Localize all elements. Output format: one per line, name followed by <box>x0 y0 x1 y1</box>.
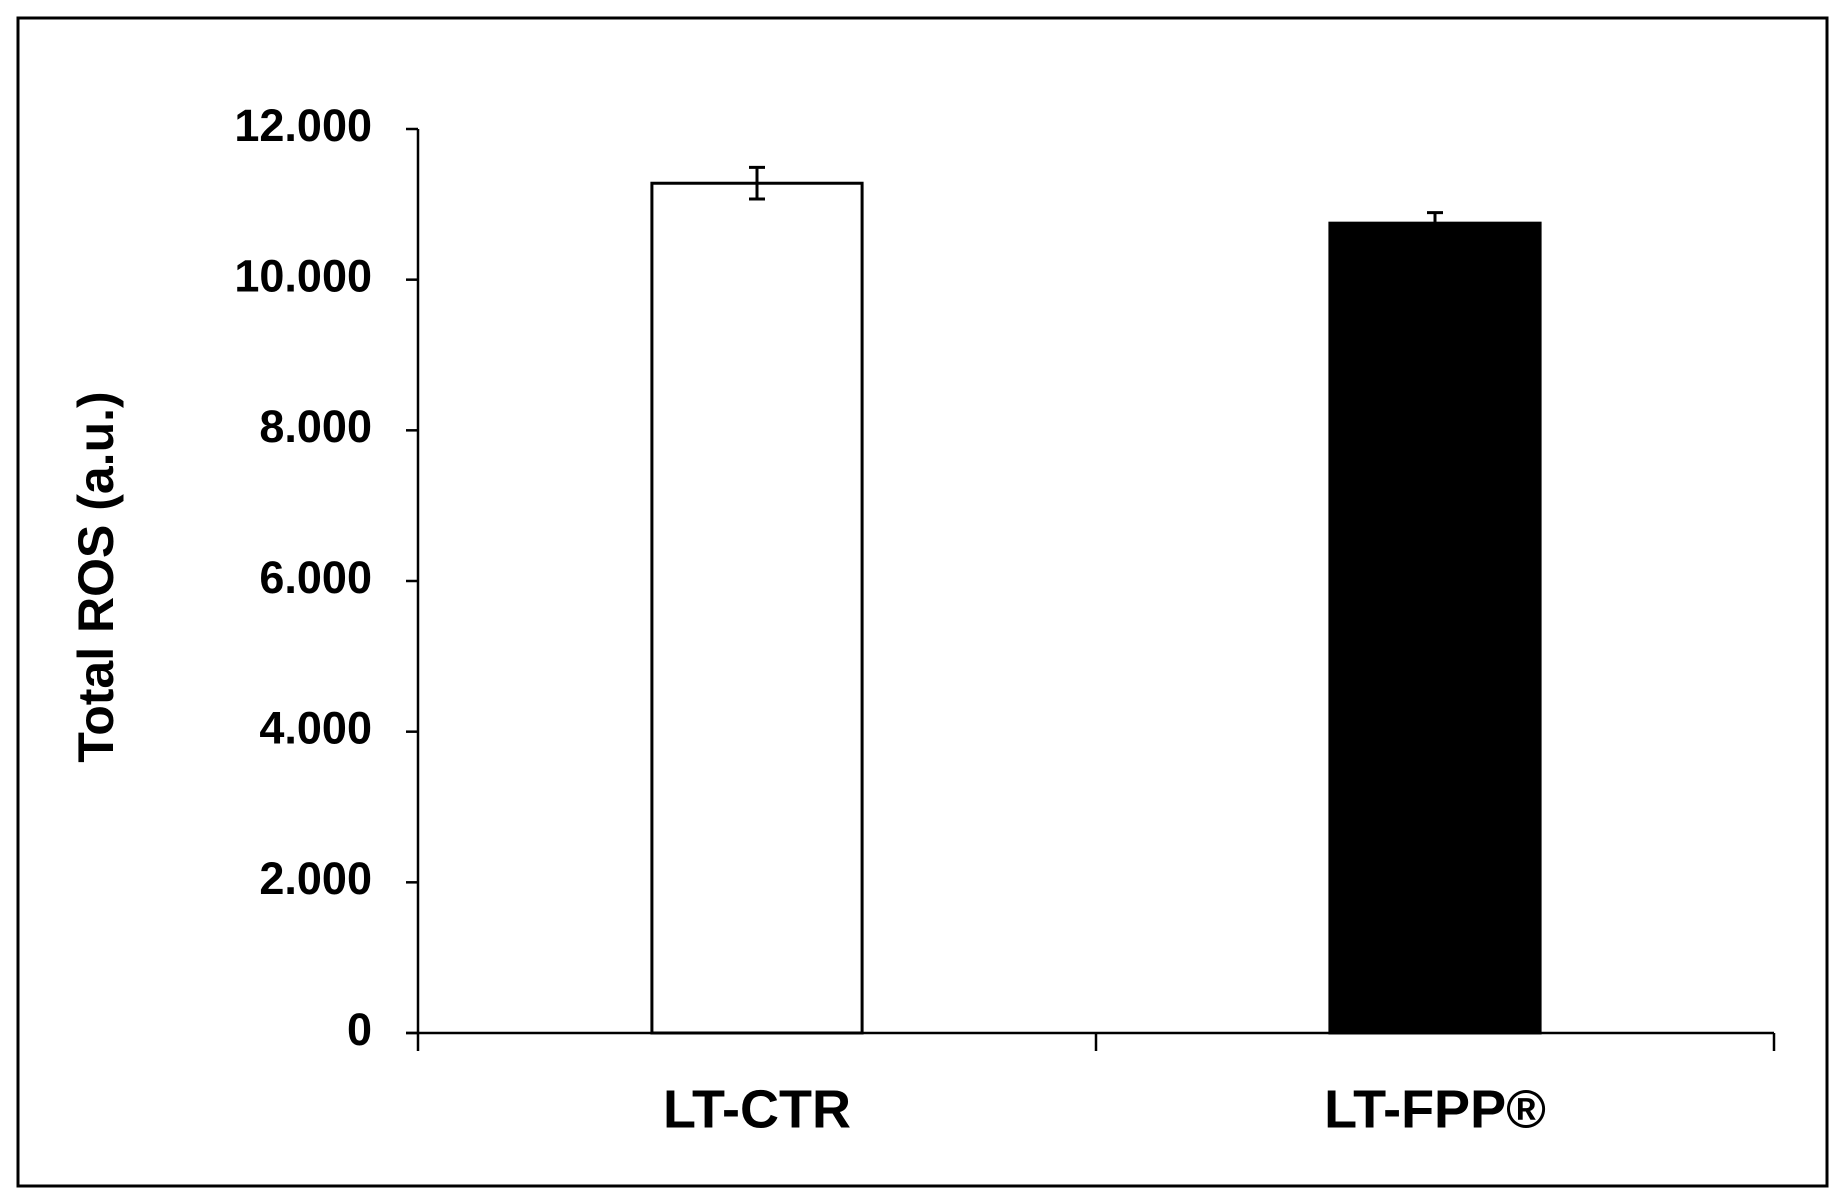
y-tick-label: 0 <box>347 1004 372 1055</box>
y-tick-label: 10.000 <box>234 251 372 302</box>
bar <box>1328 221 1542 1035</box>
bar <box>650 181 864 1035</box>
y-tick-label: 4.000 <box>259 703 372 754</box>
x-tick-label: LT-FPP® <box>1324 1079 1546 1139</box>
y-tick-label: 2.000 <box>259 853 372 904</box>
x-tick-label: LT-CTR <box>663 1079 851 1139</box>
y-tick-label: 8.000 <box>259 401 372 452</box>
error-bar <box>749 165 765 201</box>
y-tick-label: 12.000 <box>234 100 372 151</box>
error-bar <box>1427 211 1443 236</box>
y-tick-label: 6.000 <box>259 552 372 603</box>
y-axis-label: Total ROS (a.u.) <box>68 391 124 762</box>
